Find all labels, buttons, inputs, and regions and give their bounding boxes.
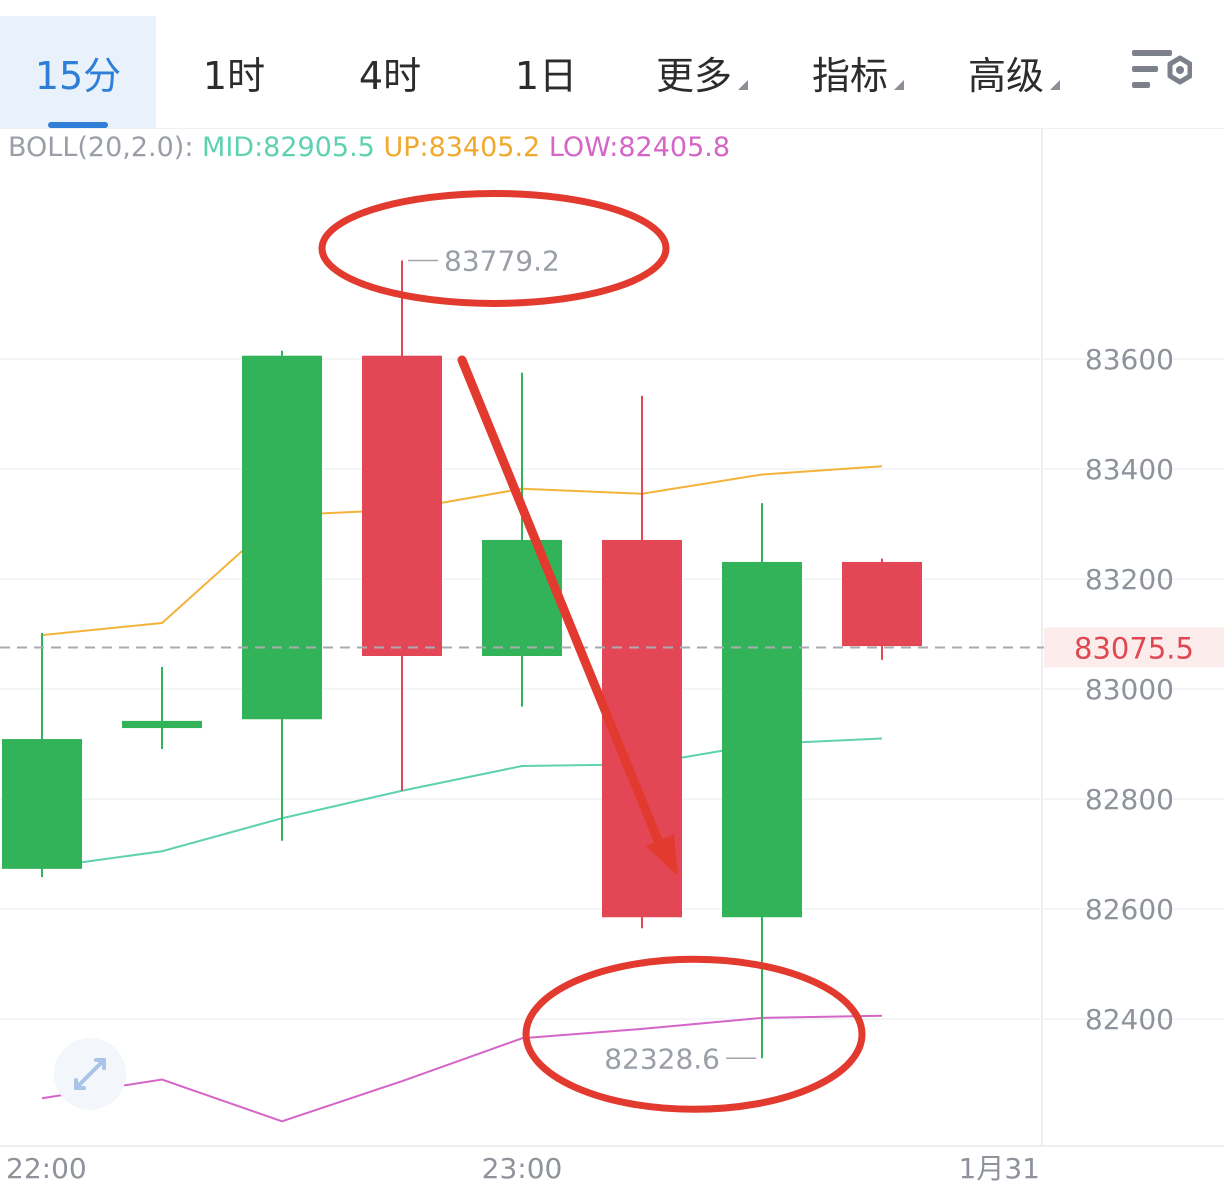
y-tick-label: 82400 (1085, 1003, 1174, 1036)
tab-label: 高级 (967, 53, 1044, 98)
boll-up-value: UP:83405.2 (383, 132, 541, 163)
tab-5[interactable]: 指标 (780, 16, 936, 128)
annotation-ellipse-low (522, 955, 866, 1113)
tab-label: 1时 (202, 53, 266, 98)
tab-label: 4时 (358, 53, 422, 98)
tab-1[interactable]: 1时 (156, 16, 312, 128)
y-tick-label: 83600 (1085, 343, 1174, 376)
dropdown-caret-icon (1050, 80, 1060, 90)
annotation-ellipse-high (318, 189, 670, 307)
x-tick-label: 22:00 (6, 1152, 87, 1185)
dropdown-caret-icon (894, 80, 904, 90)
boll-low-value: LOW:82405.8 (548, 132, 731, 163)
candle-body-down[interactable] (362, 355, 442, 656)
x-tick-label: 23:00 (482, 1152, 563, 1185)
tab-3[interactable]: 1日 (468, 16, 624, 128)
boll-lower-line (41, 1014, 883, 1123)
annotation-arrow-head (646, 834, 678, 876)
candle-body-up[interactable] (122, 720, 202, 729)
timeframe-tab-bar: 15分 1时 4时 1日 更多 指标 高级 (0, 0, 1224, 129)
tab-label: 1日 (514, 53, 578, 98)
tab-6[interactable]: 高级 (936, 16, 1092, 128)
boll-mid-value: MID:82905.5 (202, 132, 375, 163)
candle-body-up[interactable] (722, 561, 802, 918)
tab-label: 15分 (34, 53, 122, 98)
current-price-badge (1044, 627, 1224, 668)
candle-body-up[interactable] (482, 539, 562, 656)
high-marker-label: 83779.2 (444, 244, 560, 277)
y-tick-label: 83400 (1085, 453, 1174, 486)
y-tick-label: 83000 (1085, 673, 1174, 706)
boll-legend: BOLL(20,2.0): MID:82905.5 UP:83405.2 LOW… (8, 132, 730, 163)
tab-0[interactable]: 15分 (0, 16, 156, 128)
x-tick-label: 1月31 (959, 1152, 1040, 1185)
y-tick-label: 82800 (1085, 783, 1174, 816)
y-tick-label: 83200 (1085, 563, 1174, 596)
annotation-arrow-shaft (457, 355, 667, 855)
chart-settings-button[interactable] (1128, 44, 1193, 100)
candle-body-up[interactable] (2, 739, 82, 869)
chart-settings-icon (1132, 50, 1193, 88)
tab-4[interactable]: 更多 (624, 16, 780, 128)
boll-upper-line (41, 465, 883, 637)
tab-label: 更多 (655, 53, 732, 98)
low-marker-label: 82328.6 (604, 1042, 720, 1075)
candle-body-down[interactable] (842, 561, 922, 647)
candlestick-chart[interactable]: 83600 83400 83200 83000 82800 82600 82400 22:00… (0, 128, 1224, 1196)
expand-arrows-icon (74, 1058, 106, 1090)
y-tick-label: 82600 (1085, 893, 1174, 926)
boll-legend-prefix: BOLL(20,2.0): (8, 132, 194, 163)
tab-2[interactable]: 4时 (312, 16, 468, 128)
dropdown-caret-icon (738, 80, 748, 90)
current-price-label: 83075.5 (1074, 631, 1194, 665)
tab-label: 指标 (811, 53, 888, 98)
candle-body-up[interactable] (242, 355, 322, 720)
